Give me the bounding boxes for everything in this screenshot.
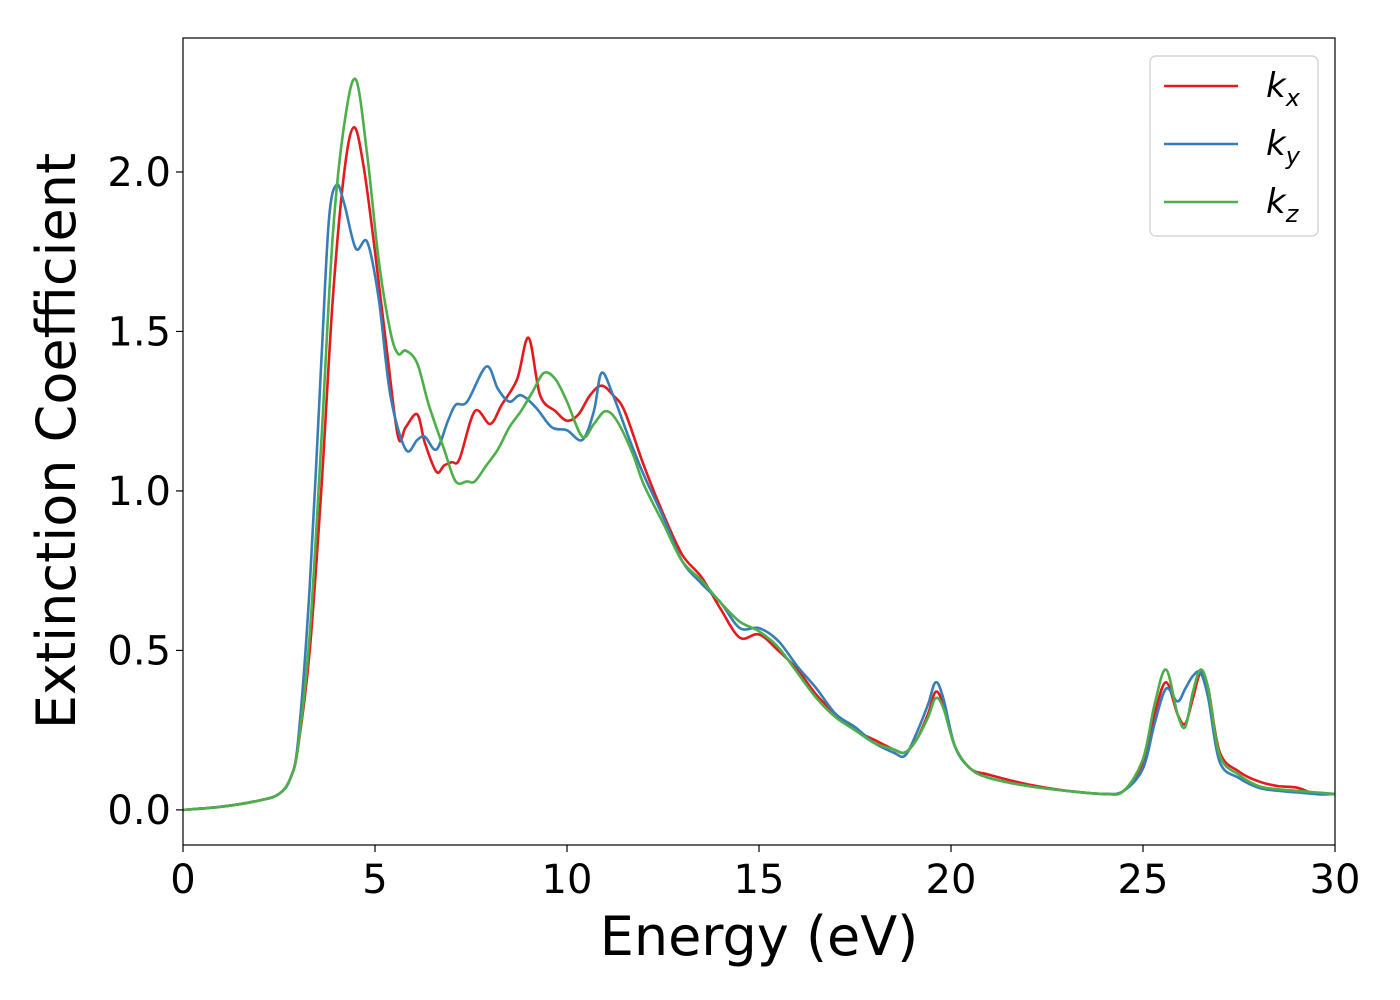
x-tick-label: 15 — [734, 857, 785, 903]
legend-entries: kx ky kz — [1164, 66, 1301, 228]
legend-label-k-z: kz — [1266, 182, 1300, 228]
y-axis-ticks: 0.0 0.5 1.0 1.5 2.0 — [107, 150, 183, 834]
plot-background — [183, 38, 1335, 845]
x-axis-title: Energy (eV) — [600, 905, 919, 968]
x-axis-ticks: 0 5 10 15 20 25 30 — [170, 845, 1360, 903]
y-tick-label: 0.5 — [107, 628, 171, 674]
y-axis-title: Extinction Coefficient — [25, 153, 88, 729]
legend: kx ky kz — [1149, 55, 1319, 237]
series-line-k-x — [183, 126, 1335, 812]
x-tick-label: 5 — [362, 857, 387, 903]
y-tick-label: 1.0 — [107, 469, 171, 515]
y-tick-label: 1.5 — [107, 309, 171, 355]
legend-label-k-x: kx — [1266, 66, 1301, 112]
x-tick-label: 30 — [1310, 857, 1361, 903]
x-tick-label: 20 — [926, 857, 977, 903]
legend-label-k-y: ky — [1266, 124, 1301, 170]
legend-frame — [1149, 55, 1319, 237]
y-tick-label: 0.0 — [107, 788, 171, 834]
x-tick-label: 25 — [1118, 857, 1169, 903]
y-tick-label: 2.0 — [107, 150, 171, 196]
x-tick-label: 0 — [170, 857, 195, 903]
series-layer — [183, 77, 1335, 812]
series-line-k-z — [183, 77, 1335, 812]
x-tick-label: 10 — [542, 857, 593, 903]
